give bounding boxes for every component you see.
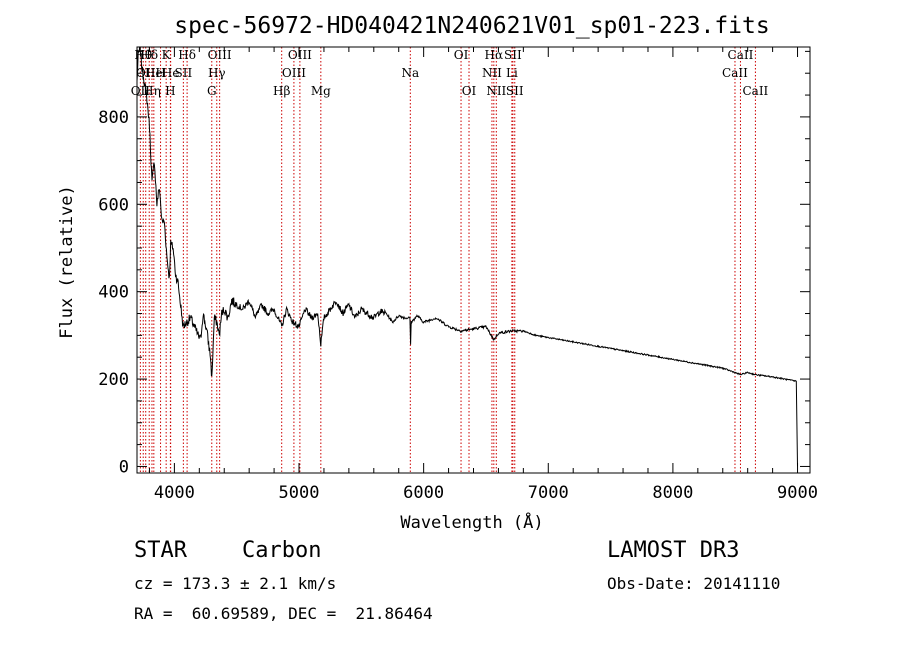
line-label: SII — [504, 48, 522, 62]
y-tick-label: 0 — [119, 457, 129, 477]
line-label: OIII — [288, 48, 312, 62]
y-axis-label: Flux (relative) — [57, 185, 77, 339]
x-tick-label: 4000 — [154, 483, 195, 503]
line-label: SII — [506, 84, 524, 98]
x-tick-label: 5000 — [279, 483, 320, 503]
observation-date: Obs-Date: 20141110 — [607, 574, 781, 593]
survey-name: LAMOST DR3 — [607, 538, 740, 563]
y-tick-label: 200 — [98, 370, 129, 390]
redshift-cz: cz = 173.3 ± 2.1 km/s — [134, 574, 337, 593]
line-label: Mg — [311, 84, 331, 98]
line-label: Hδ — [140, 48, 158, 62]
line-label: H — [155, 66, 165, 80]
x-tick-label: 9000 — [777, 483, 818, 503]
line-label: Na — [401, 66, 419, 80]
object-subclass: Carbon — [242, 538, 322, 563]
x-tick-label: 7000 — [528, 483, 569, 503]
line-label: Hγ — [208, 66, 226, 80]
y-tick-label: 600 — [98, 195, 129, 215]
line-label: He — [162, 66, 180, 80]
line-label: Hβ — [273, 84, 290, 98]
spectrum-line — [136, 46, 798, 467]
line-label: OIII — [208, 48, 232, 62]
y-tick-label: 400 — [98, 283, 129, 303]
x-tick-label: 8000 — [652, 483, 693, 503]
ra-dec: RA = 60.69589, DEC = 21.86464 — [134, 604, 433, 623]
line-label: He — [145, 66, 163, 80]
line-label: H — [165, 84, 175, 98]
line-markers — [139, 47, 756, 473]
plot-frame — [136, 46, 811, 474]
y-axis-ticks: 0 200 400 600 800 — [98, 50, 810, 477]
chart-title: spec-56972-HD040421N240621V01_sp01-223.f… — [174, 13, 769, 39]
y-tick-label: 800 — [98, 108, 129, 128]
line-label: SII — [175, 66, 193, 80]
line-label: OI — [454, 48, 469, 62]
line-label: G — [207, 84, 217, 98]
x-axis-ticks: 4000 5000 6000 7000 8000 9000 — [148, 47, 818, 503]
line-label: Hδ — [178, 48, 196, 62]
line-label: CaII — [722, 66, 748, 80]
line-label: NII — [486, 84, 506, 98]
line-label: Hη — [143, 84, 161, 98]
object-class: STAR — [134, 538, 187, 563]
line-label: OIII — [282, 66, 306, 80]
line-label: CaII — [728, 48, 754, 62]
line-label: Li — [506, 66, 518, 80]
line-label: OI — [462, 84, 477, 98]
line-label: Hα — [485, 48, 504, 62]
line-label: K — [162, 48, 172, 62]
line-label: CaII — [742, 84, 768, 98]
x-axis-label: Wavelength (Å) — [400, 511, 543, 533]
line-label: NII — [482, 66, 502, 80]
line-label: OII — [136, 66, 156, 80]
x-tick-label: 6000 — [403, 483, 444, 503]
